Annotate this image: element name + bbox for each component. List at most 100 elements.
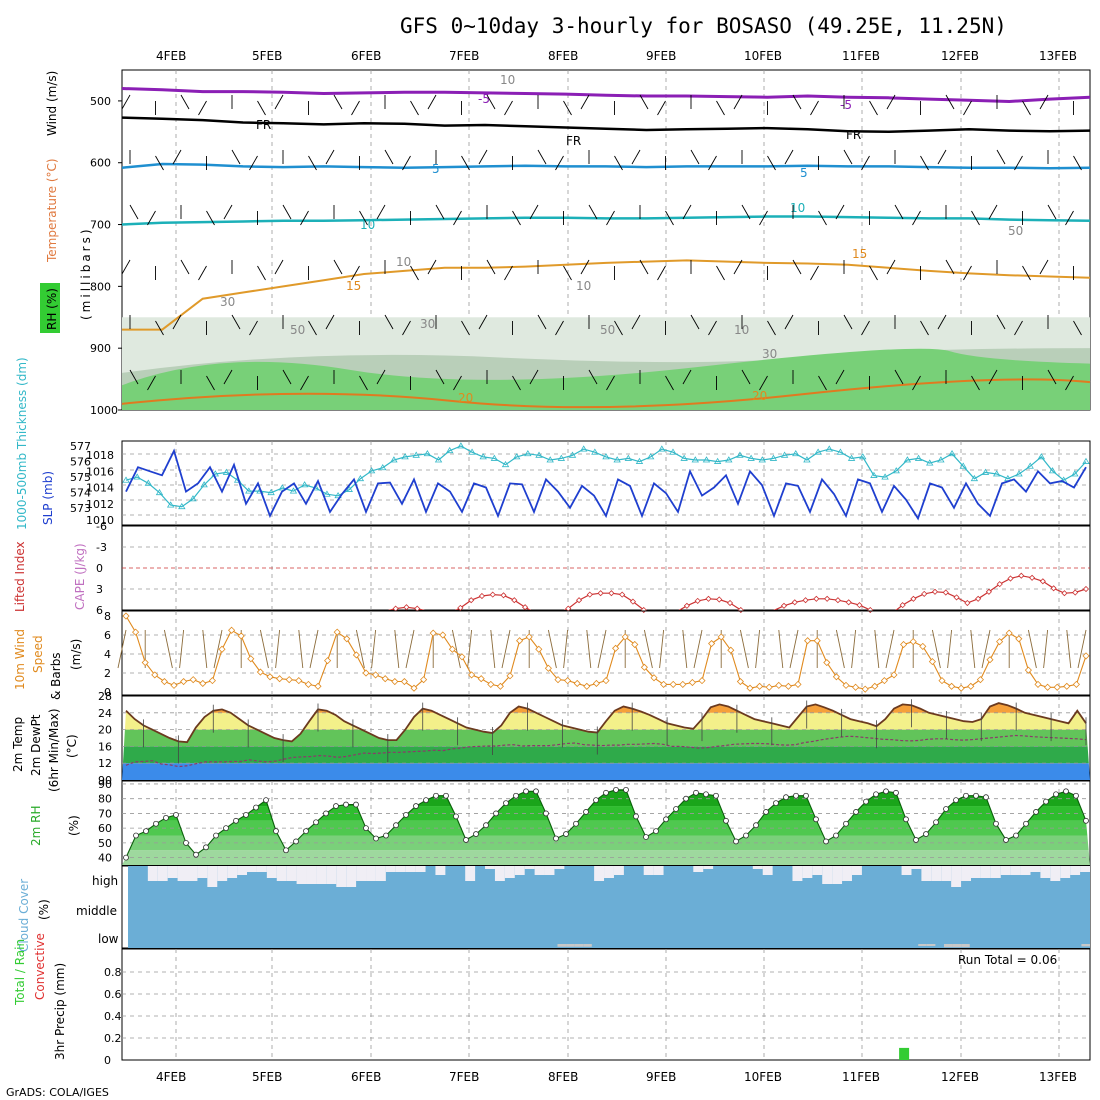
rh-marker — [1003, 837, 1009, 843]
high-cloud-gap — [177, 866, 188, 881]
rh-marker — [593, 797, 599, 804]
wind-barb — [937, 149, 947, 165]
high-cloud-gap — [405, 866, 416, 872]
lifted-index-marker — [478, 592, 486, 600]
thickness-marker — [446, 446, 454, 454]
rh-marker — [373, 835, 379, 842]
thickness-marker — [323, 490, 331, 497]
thickness-marker — [189, 495, 197, 502]
thickness-marker — [635, 457, 644, 464]
wind-barb — [537, 314, 547, 330]
temperature-contour-label: FR — [256, 118, 271, 132]
rh-marker — [853, 809, 859, 815]
high-cloud-gap — [286, 866, 297, 881]
high-cloud-gap — [395, 866, 406, 872]
wind-speed-marker — [458, 653, 466, 661]
top-date-label: 8FEB — [548, 49, 578, 63]
wind-barb — [784, 314, 794, 330]
thickness-marker — [1071, 470, 1079, 477]
high-cloud-gap — [217, 866, 228, 881]
thickness-marker — [278, 484, 286, 491]
temp-band — [122, 703, 1090, 713]
thickness-marker — [948, 450, 956, 457]
wind-barb — [606, 210, 615, 226]
wind-barb — [333, 259, 343, 275]
high-cloud-gap — [961, 866, 971, 881]
wind-barb — [682, 369, 692, 385]
rh-marker — [693, 789, 699, 796]
wind-barb — [547, 629, 557, 669]
wind-speed-marker — [688, 678, 696, 687]
wind-barb — [869, 100, 878, 116]
wind-barb — [767, 320, 776, 336]
high-cloud-gap — [266, 866, 277, 878]
upper-axis-label-pressure: (millibars) — [79, 226, 93, 320]
slp-tick: 1018 — [86, 449, 114, 462]
temperature-contour-label: 20 — [458, 391, 473, 405]
lifted-index-marker — [1072, 589, 1079, 596]
bottom-date-label: 11FEB — [842, 1070, 880, 1084]
thickness-marker — [144, 479, 153, 486]
thickness-marker — [825, 445, 833, 452]
precip-axis-label-convective: Convective — [33, 933, 47, 1000]
high-cloud-gap — [604, 866, 614, 878]
wind-barb — [920, 155, 929, 171]
wind-speed-marker — [160, 677, 168, 686]
cloud-middle-label: middle — [76, 904, 117, 918]
wind-barb — [274, 259, 284, 275]
high-cloud-gap — [276, 866, 287, 881]
cloud-low-label: low — [98, 932, 119, 946]
thickness-marker — [122, 476, 130, 483]
wind-barb — [461, 320, 470, 336]
wind-barb — [886, 259, 896, 275]
lifted-index-line — [387, 575, 1087, 610]
thickness-marker — [289, 487, 298, 494]
wind-speed-marker — [266, 673, 274, 681]
wind-barb — [257, 265, 266, 281]
wind-barb — [665, 210, 674, 226]
wind-barb — [789, 629, 799, 669]
lifted-index-marker — [694, 597, 701, 604]
wind-barb — [947, 629, 953, 669]
lifted-index-marker — [985, 588, 992, 595]
wind-barb — [843, 314, 853, 330]
rh-marker — [573, 820, 579, 827]
wind-speed-marker — [381, 675, 389, 683]
rh-contour-label: 50 — [600, 323, 615, 337]
wind-speed-marker — [727, 646, 735, 654]
rh-contour-label: 50 — [290, 323, 305, 337]
wind-barb — [1039, 94, 1049, 110]
high-cloud-gap — [1040, 866, 1051, 878]
wind-speed-marker — [928, 658, 936, 666]
thickness-marker — [568, 451, 577, 458]
wind-barb — [198, 100, 207, 116]
rh-marker — [863, 798, 869, 805]
lifted-index-marker — [942, 589, 949, 596]
lifted-index-marker — [468, 597, 475, 604]
high-cloud-gap — [187, 866, 198, 881]
wind-barb — [298, 629, 304, 669]
bottom-date-label: 5FEB — [252, 1070, 282, 1084]
thickness-marker — [133, 473, 141, 480]
rh-marker — [1033, 809, 1039, 815]
thickness-marker — [646, 453, 655, 460]
high-cloud-gap — [653, 866, 664, 875]
wind-speed-marker — [247, 655, 255, 663]
rh-marker — [363, 825, 369, 832]
lifted-index-marker — [813, 595, 820, 602]
wind-barb — [996, 314, 1006, 330]
thickness-marker — [479, 453, 487, 460]
lifted-index-marker — [1029, 574, 1036, 581]
wind-speed-marker — [621, 633, 629, 641]
wind-speed-marker — [141, 658, 149, 667]
wind-speed-marker — [852, 683, 860, 691]
high-cloud-gap — [931, 866, 942, 881]
high-cloud-gap — [544, 866, 555, 875]
rh-marker — [1043, 798, 1049, 805]
precip-panel-frame — [121, 948, 1091, 1061]
cloud-high-label: high — [92, 874, 118, 888]
wind-speed-marker — [842, 681, 850, 689]
high-cloud-gap — [306, 866, 317, 884]
wind-barb — [810, 265, 819, 281]
